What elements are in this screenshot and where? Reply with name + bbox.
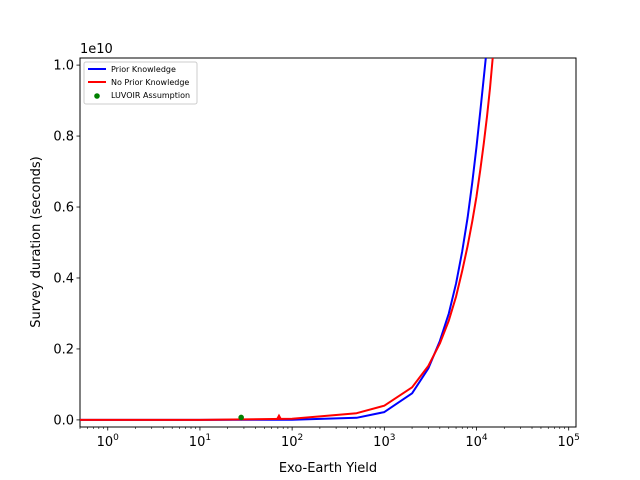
series-line-1 [80,58,494,421]
x-axis-ticks: 100 101 102 103 104 105 [79,427,580,450]
x-tick-label-4: 104 [465,433,488,450]
legend-label-luvoir: LUVOIR Assumption [111,91,190,100]
series-layer [80,58,494,421]
legend: Prior Knowledge No Prior Knowledge LUVOI… [83,61,198,105]
y-tick-label-5: 1.0 [53,59,74,74]
points-layer [238,413,282,421]
y-tick-label-0: 0.0 [53,413,74,428]
y-tick-label-1: 0.2 [53,342,74,357]
y-axis-ticks: 0.0 0.2 0.4 0.6 0.8 1.0 [53,59,80,428]
x-axis-label: Exo-Earth Yield [279,461,377,476]
legend-marker-luvoir [94,93,100,99]
x-tick-label-0: 100 [97,433,120,450]
y-tick-label-3: 0.6 [53,201,74,216]
y-offset-label: 1e10 [80,42,113,57]
x-tick-label-2: 102 [281,433,303,450]
x-tick-label-1: 101 [189,433,211,450]
x-tick-label-3: 103 [373,433,395,450]
legend-label-no-prior: No Prior Knowledge [111,78,189,87]
y-tick-label-2: 0.4 [53,271,74,286]
plot-frame [79,57,577,428]
series-line-0 [80,58,487,421]
legend-label-prior: Prior Knowledge [111,65,176,74]
legend-box [83,61,198,105]
x-tick-label-5: 105 [558,433,580,450]
data-point-1 [275,413,282,420]
y-tick-label-4: 0.8 [53,130,74,145]
y-axis-label: Survey duration (seconds) [29,156,44,327]
data-point-0 [238,414,244,421]
